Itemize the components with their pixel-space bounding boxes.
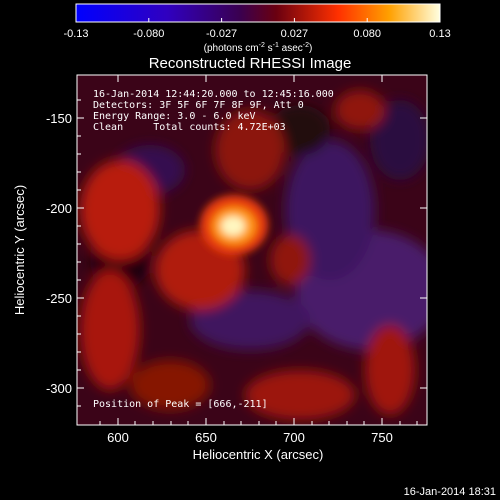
plot-frame bbox=[76, 74, 428, 426]
colorbar-tick-label: -0.13 bbox=[63, 28, 88, 40]
y-tick-label: -300 bbox=[46, 381, 72, 396]
x-tick-label: 700 bbox=[283, 430, 305, 445]
colorbar-tick-label: -0.080 bbox=[133, 28, 164, 40]
y-tick-label: -200 bbox=[46, 201, 72, 216]
colorbar-units: (photons cm-2 s-1 asec-2) bbox=[204, 42, 313, 54]
annotation-line: Energy Range: 3.0 - 6.0 keV bbox=[93, 111, 256, 122]
annotation-line: Detectors: 3F 5F 6F 7F 8F 9F, Att 0 bbox=[93, 100, 304, 111]
footer-timestamp: 16-Jan-2014 18:31 bbox=[404, 486, 496, 498]
rhessi-image bbox=[77, 75, 427, 425]
plot-title: Reconstructed RHESSI Image bbox=[149, 55, 352, 72]
peak-position-label: Position of Peak = [666,-211] bbox=[93, 399, 268, 410]
colorbar-tick-label: 0.13 bbox=[429, 28, 450, 40]
y-tick-label: -250 bbox=[46, 291, 72, 306]
colorbar-ticks bbox=[75, 18, 441, 22]
colorbar-tick-label: 0.027 bbox=[281, 28, 309, 40]
annotation-line: 16-Jan-2014 12:44:20.000 to 12:45:16.000 bbox=[93, 89, 334, 100]
x-tick-label: 650 bbox=[195, 430, 217, 445]
colorbar-tick-label: -0.027 bbox=[206, 28, 237, 40]
x-axis-ticks bbox=[99, 75, 418, 425]
x-tick-label: 750 bbox=[371, 430, 393, 445]
colorbar bbox=[75, 3, 441, 23]
annotation-line: Clean Total counts: 4.72E+03 bbox=[93, 122, 286, 133]
colorbar-tick-label: 0.080 bbox=[353, 28, 381, 40]
y-tick-label: -150 bbox=[46, 111, 72, 126]
x-axis-label: Heliocentric X (arcsec) bbox=[193, 447, 324, 462]
x-tick-label: 600 bbox=[107, 430, 129, 445]
y-axis-ticks bbox=[77, 99, 427, 407]
y-axis-label: Heliocentric Y (arcsec) bbox=[12, 185, 27, 315]
